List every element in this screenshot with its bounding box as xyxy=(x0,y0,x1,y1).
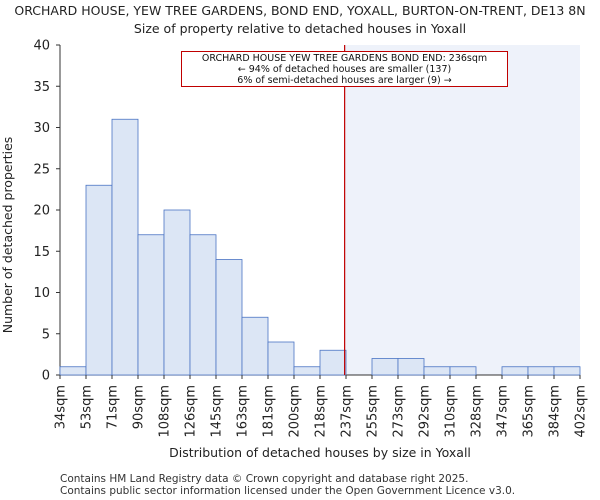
x-tick-label: 255sqm xyxy=(366,385,381,438)
histogram-bar xyxy=(319,349,347,376)
histogram-bar xyxy=(189,234,217,376)
x-axis-label: Distribution of detached houses by size … xyxy=(169,445,471,460)
histogram-bar xyxy=(423,366,451,376)
histogram-bar xyxy=(397,358,425,376)
y-tick-label: 30 xyxy=(33,121,50,136)
histogram-bar xyxy=(449,366,477,376)
histogram-bar xyxy=(267,341,295,376)
x-tick-label: 181sqm xyxy=(262,385,277,438)
histogram-bar xyxy=(371,358,399,376)
histogram-bar xyxy=(163,209,191,376)
y-tick-label: 25 xyxy=(33,162,50,177)
x-tick-label: 237sqm xyxy=(340,385,355,438)
x-tick-label: 145sqm xyxy=(210,385,225,438)
marker-shaded-region xyxy=(344,45,580,375)
histogram-bar xyxy=(241,316,269,376)
x-tick-label: 384sqm xyxy=(548,385,563,438)
histogram-bar xyxy=(59,366,87,376)
annotation-line-1: ORCHARD HOUSE YEW TREE GARDENS BOND END:… xyxy=(201,53,488,64)
annotation-line-2: ← 94% of detached houses are smaller (13… xyxy=(237,64,452,75)
y-tick-label: 35 xyxy=(33,80,50,95)
y-axis-label: Number of detached properties xyxy=(0,137,15,334)
histogram-bar xyxy=(111,118,139,376)
x-tick-label: 292sqm xyxy=(418,385,433,438)
histogram-bar xyxy=(137,234,165,376)
y-tick-label: 5 xyxy=(42,327,50,342)
histogram-bar xyxy=(85,184,113,376)
footer-licence: Contains public sector information licen… xyxy=(60,485,516,497)
x-tick-label: 402sqm xyxy=(574,385,589,438)
x-tick-label: 108sqm xyxy=(158,385,173,438)
y-tick-label: 40 xyxy=(33,39,50,54)
x-tick-label: 310sqm xyxy=(444,385,459,438)
y-tick-label: 10 xyxy=(33,286,50,301)
x-tick-label: 365sqm xyxy=(522,385,537,438)
histogram-bar xyxy=(527,366,555,376)
histogram-bar xyxy=(293,366,321,376)
y-tick-label: 0 xyxy=(42,369,50,384)
histogram-bar xyxy=(501,366,529,376)
chart-subtitle: Size of property relative to detached ho… xyxy=(133,21,467,36)
annotation-box: ORCHARD HOUSE YEW TREE GARDENS BOND END:… xyxy=(181,51,508,87)
histogram-bar xyxy=(215,259,243,376)
x-tick-label: 328sqm xyxy=(470,385,485,438)
x-tick-label: 126sqm xyxy=(184,385,199,438)
footer-copyright: Contains HM Land Registry data © Crown c… xyxy=(60,473,469,485)
y-tick-label: 20 xyxy=(33,204,50,219)
x-tick-label: 71sqm xyxy=(106,385,121,429)
x-tick-label: 218sqm xyxy=(314,385,329,438)
x-tick-label: 163sqm xyxy=(236,385,251,438)
histogram-bar xyxy=(553,366,581,376)
x-tick-label: 347sqm xyxy=(496,385,511,438)
x-tick-label: 273sqm xyxy=(392,385,407,438)
x-tick-label: 34sqm xyxy=(54,385,69,429)
y-tick-label: 15 xyxy=(33,245,50,260)
chart-title: ORCHARD HOUSE, YEW TREE GARDENS, BOND EN… xyxy=(14,3,586,18)
x-tick-label: 200sqm xyxy=(288,385,303,438)
x-tick-label: 53sqm xyxy=(80,385,95,429)
annotation-line-3: 6% of semi-detached houses are larger (9… xyxy=(237,75,452,86)
x-tick-label: 90sqm xyxy=(132,385,147,429)
